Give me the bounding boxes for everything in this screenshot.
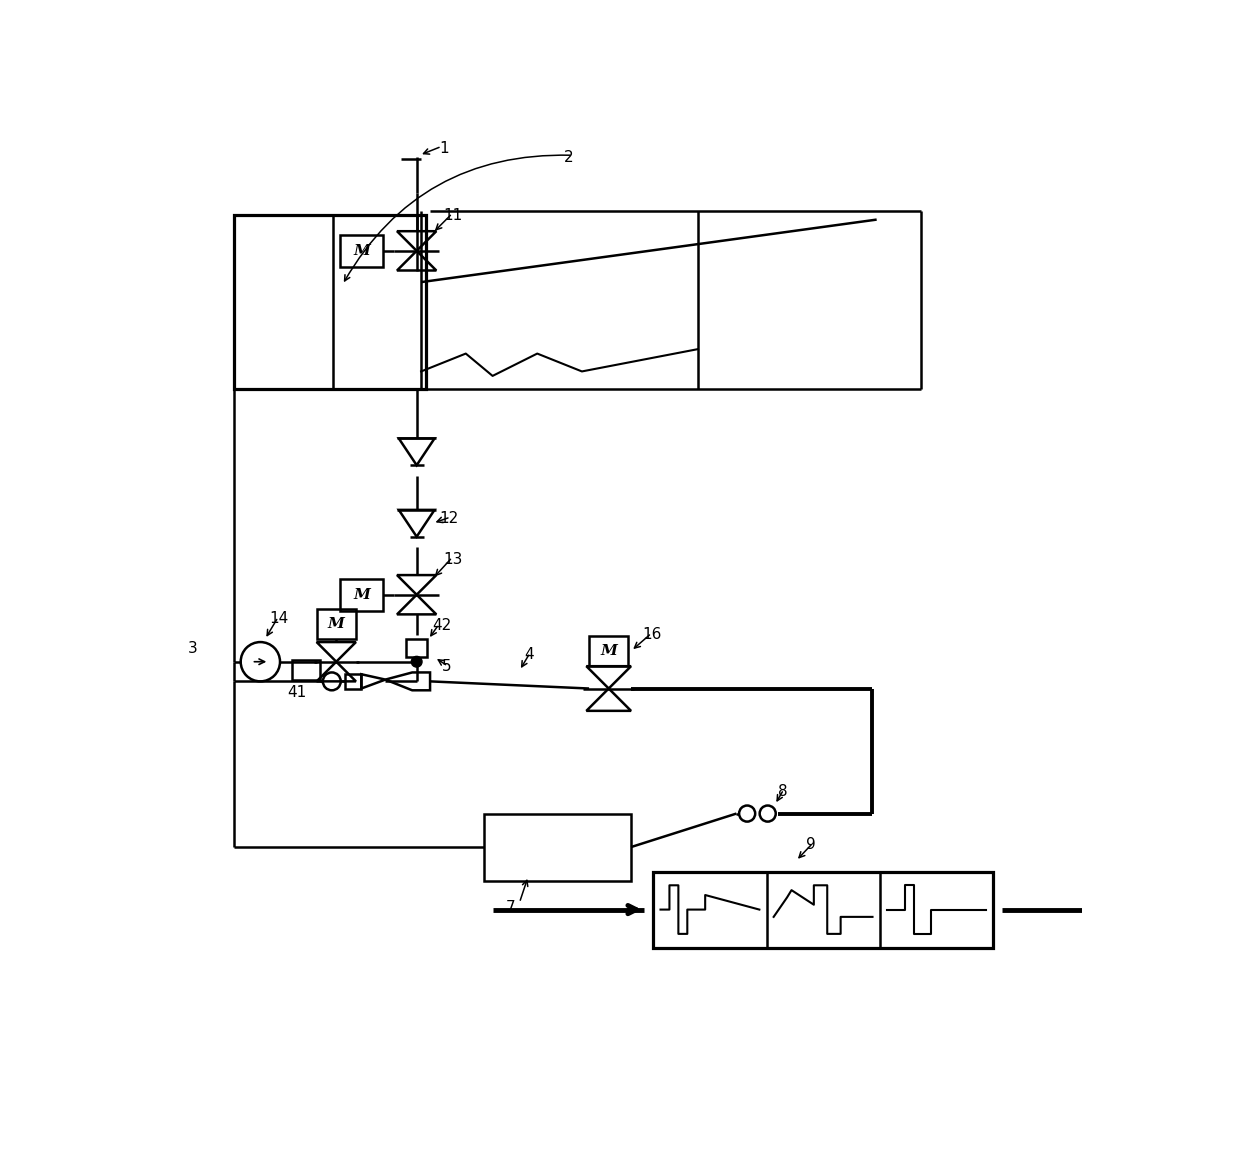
Bar (345, 674, 361, 689)
Text: M: M (327, 617, 345, 631)
Text: 8: 8 (779, 784, 789, 799)
Text: 13: 13 (444, 551, 463, 566)
Bar (340, 579, 383, 611)
Text: 5: 5 (441, 659, 451, 674)
Bar (291, 660, 320, 680)
Bar (316, 609, 356, 639)
Text: 41: 41 (288, 686, 306, 701)
Circle shape (412, 657, 422, 667)
Bar (653, 871, 993, 948)
Text: 3: 3 (188, 640, 198, 655)
Text: M: M (353, 244, 370, 258)
Bar (233, 215, 425, 390)
Bar (405, 639, 428, 658)
Text: 7: 7 (506, 900, 516, 915)
Text: 1: 1 (439, 140, 449, 155)
Text: 11: 11 (444, 208, 463, 223)
Text: 2: 2 (564, 150, 574, 165)
Text: 4: 4 (523, 647, 533, 662)
Text: 16: 16 (642, 628, 662, 643)
Text: 12: 12 (439, 512, 459, 527)
Bar (589, 637, 629, 666)
Bar (484, 813, 631, 880)
Text: M: M (353, 588, 370, 602)
Bar (340, 234, 383, 267)
Text: 9: 9 (806, 838, 816, 853)
Text: 14: 14 (269, 611, 289, 626)
Text: 42: 42 (433, 618, 453, 633)
Text: M: M (600, 644, 618, 658)
